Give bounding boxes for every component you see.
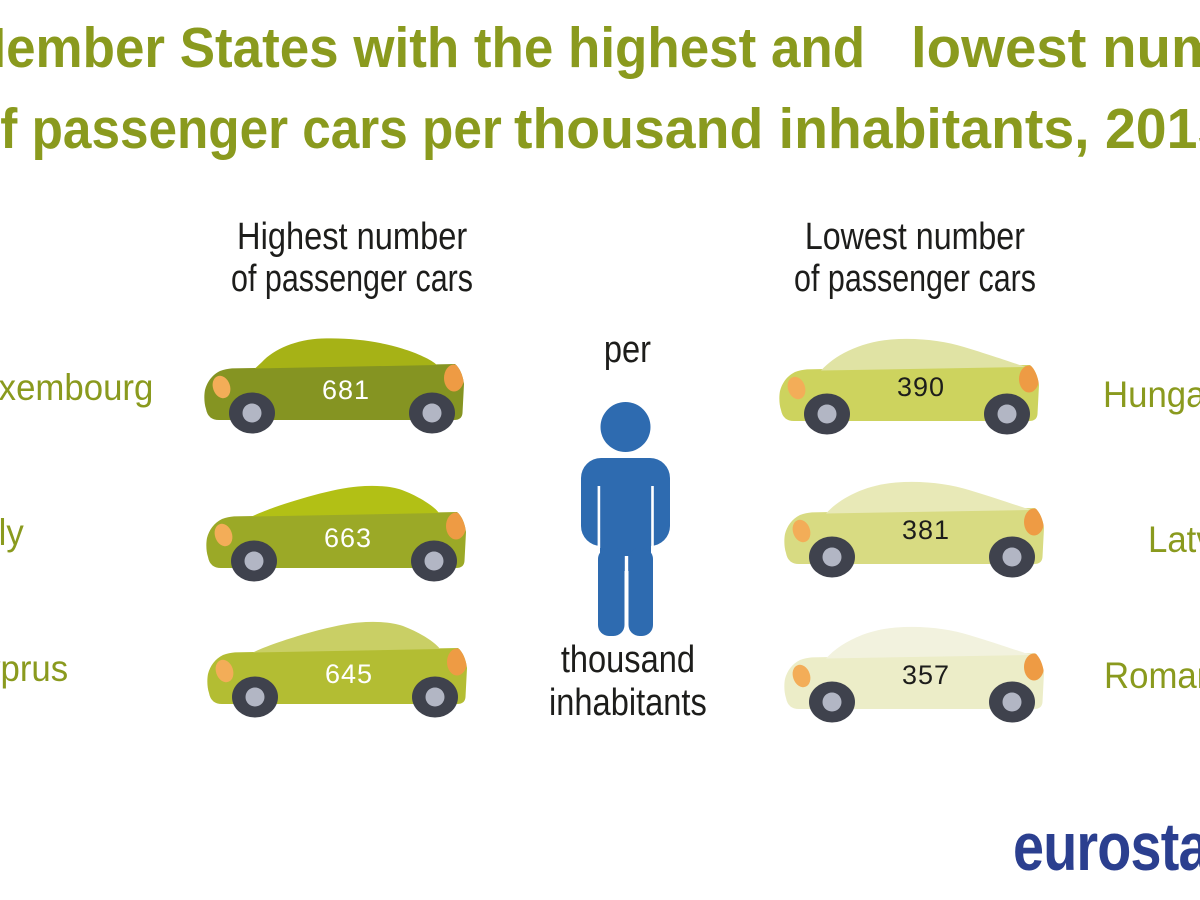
svg-text:357: 357	[902, 660, 950, 690]
svg-text:645: 645	[325, 659, 373, 689]
svg-text:663: 663	[324, 523, 372, 553]
svg-text:381: 381	[902, 515, 950, 545]
svg-text:681: 681	[322, 375, 370, 405]
svg-text:390: 390	[897, 372, 945, 402]
